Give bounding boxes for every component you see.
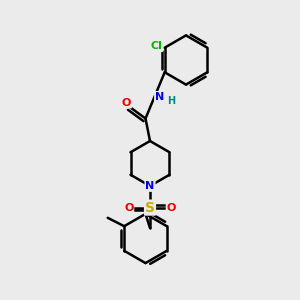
Text: O: O bbox=[167, 202, 176, 213]
Text: Cl: Cl bbox=[150, 41, 162, 51]
Text: O: O bbox=[124, 202, 134, 213]
Text: O: O bbox=[122, 98, 131, 108]
Text: H: H bbox=[167, 95, 175, 106]
Text: N: N bbox=[155, 92, 164, 102]
Text: N: N bbox=[146, 181, 154, 191]
Text: S: S bbox=[145, 201, 155, 214]
